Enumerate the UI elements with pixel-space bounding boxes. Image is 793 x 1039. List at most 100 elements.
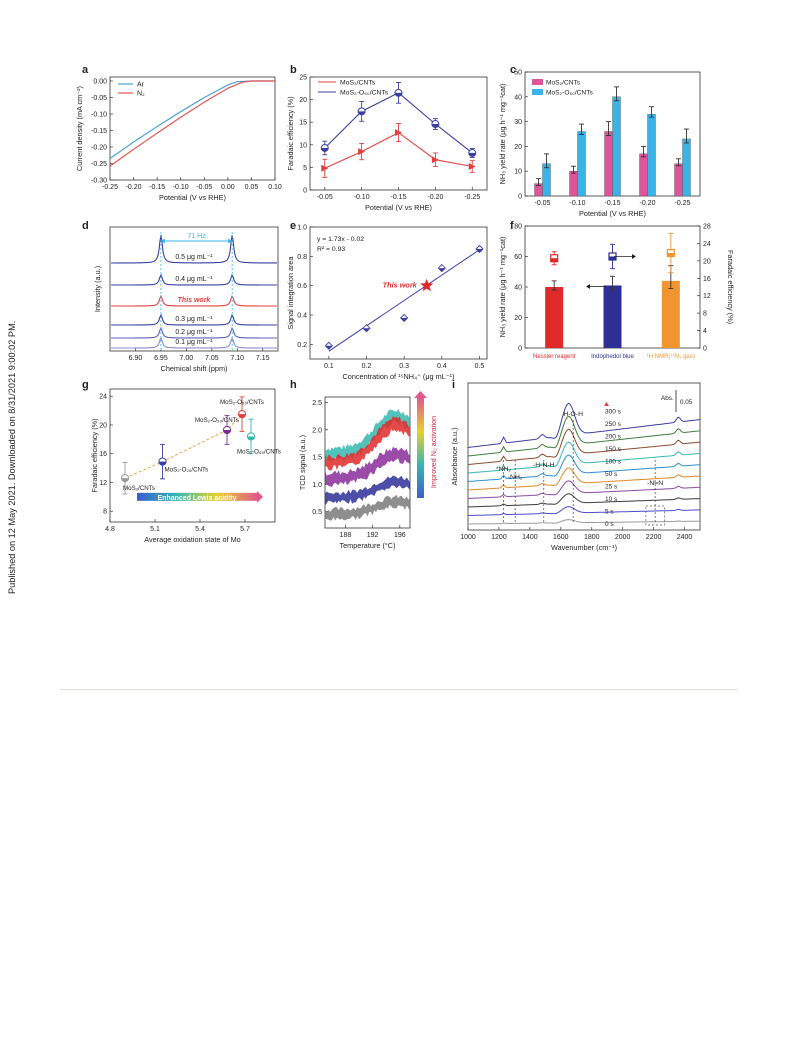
panel-a-x-tick-label: 0.00 xyxy=(221,184,235,191)
panel-e-y-tick-label: 0.6 xyxy=(297,283,307,290)
panel-a-series-1 xyxy=(109,80,275,167)
panel-d-x-tick-label: 7.00 xyxy=(180,355,194,362)
panel-g-point-label: MoS₂-O₆₀/CNTs xyxy=(237,448,281,455)
margin-note-svg: Published on 12 May 2021. Downloaded on … xyxy=(7,321,17,594)
panel-h: 188 192 196 0.5 1.0 1.5 2.0 2.5 Temperature (°C)… xyxy=(298,391,438,550)
panel-f-y-label: NH₃ yield rate (μg h⁻¹ mg⁻¹cat) xyxy=(498,237,507,338)
panel-g-x-tick-label: 5.7 xyxy=(240,526,250,533)
panel-e-x-tick-label: 0.2 xyxy=(362,363,372,370)
panel-g-point-fill xyxy=(158,461,167,466)
panel-letter-c: c xyxy=(510,64,516,76)
panel-i-band-label: -H-N-H xyxy=(533,462,555,469)
panel-a-legend-label: Ar xyxy=(137,82,145,89)
panel-e-x-tick-label: 0.3 xyxy=(399,363,409,370)
panel-f-y2-tick-label: 20 xyxy=(703,258,711,265)
panel-b-point-fill xyxy=(358,111,366,115)
panel-g: 4.8 5.1 5.4 5.7 8 12 16 20 24 Average oxidation s… xyxy=(90,388,281,544)
panel-f-y2-label: Faradaic efficiency (%) xyxy=(726,250,735,324)
panel-b-point-fill xyxy=(468,152,476,157)
panel-g-point-fill xyxy=(121,478,129,482)
panel-a-frame xyxy=(109,76,276,181)
panel-b-x-tick-label: -0.15 xyxy=(391,194,407,201)
panel-h-x-label: Temperature (°C) xyxy=(339,541,395,550)
panel-c: 0 10 20 30 40 50 Potential (V vs RHE) NH₃ yield… xyxy=(498,70,701,218)
panel-b-point xyxy=(321,164,329,172)
panel-d-x-tick-label: 6.95 xyxy=(154,355,168,362)
panel-letter-h: h xyxy=(290,379,297,391)
panel-a-x-tick-label: 0.10 xyxy=(268,184,282,191)
panel-c-legend-label: MoS₂/CNTs xyxy=(546,80,581,87)
panel-d-y-label: Intensity (a.u.) xyxy=(93,266,102,312)
panel-e-y-tick-label: 0.4 xyxy=(297,313,307,320)
panel-c-x-tick-label: -0.20 xyxy=(640,200,656,207)
panel-e-frame xyxy=(309,226,488,360)
panel-i-time-arrow xyxy=(604,402,609,406)
panel-h-x-tick-label: 192 xyxy=(367,532,379,539)
panel-f-left-arrowhead xyxy=(586,283,590,289)
panel-e-x-label: Concentration of ¹⁵NH₄⁺ (μg mL⁻¹) xyxy=(343,372,455,381)
panel-e-point-fill xyxy=(438,268,446,272)
panel-b-x-tick-label: -0.25 xyxy=(464,194,480,201)
panel-i-x-tick-label: 2400 xyxy=(677,534,693,541)
panel-h-trace xyxy=(325,416,410,471)
panel-d-spectrum xyxy=(111,235,277,264)
panel-b-legend-label: MoS₂-O₅₀/CNTs xyxy=(340,90,389,97)
panel-b-y-tick-label: 0 xyxy=(303,188,307,195)
panel-b-y-tick-label: 20 xyxy=(299,97,307,104)
panel-c-bar xyxy=(674,163,683,197)
panel-i-band-label: H-O-H xyxy=(563,411,583,418)
panel-i-x-tick-label: 2000 xyxy=(615,534,631,541)
panel-a-y-tick-label: -0.10 xyxy=(91,112,107,119)
panel-b-point-fill xyxy=(321,147,329,152)
panel-i-frame xyxy=(467,382,701,531)
panel-b-y-tick-label: 25 xyxy=(299,75,307,82)
panel-g-x-label: Average oxidation state of Mo xyxy=(144,535,240,544)
panel-f-fe-point-fill xyxy=(667,253,675,257)
panel-c-y-tick-label: 10 xyxy=(514,169,522,176)
panel-d-spectrum xyxy=(111,313,277,326)
panel-letter-g: g xyxy=(82,379,89,391)
panel-i-spectrum xyxy=(467,467,701,491)
panel-i-x-tick-label: 1400 xyxy=(522,534,538,541)
panel-i-x-label: Wavenumber (cm⁻¹) xyxy=(551,543,617,552)
panel-c-y-tick-label: 30 xyxy=(514,119,522,126)
panel-i-time-label: 200 s xyxy=(605,434,622,441)
panel-b-legend-label: MoS₂/CNTs xyxy=(340,80,376,87)
panel-e-x-tick-label: 0.1 xyxy=(324,363,334,370)
panel-h-trace xyxy=(325,494,410,521)
panel-b-point xyxy=(358,148,366,156)
figure-svg: -0.25 -0.20 -0.15 -0.10 -0.05 0.00 0.05 0.100.0… xyxy=(75,64,735,552)
panel-f-category-label: Nessler reagent xyxy=(533,354,576,360)
panel-e-y-tick-label: 0.8 xyxy=(297,254,307,261)
panel-e-point-fill xyxy=(325,345,333,350)
panel-b-point xyxy=(468,162,476,170)
panel-h-y-label: TCD signal (a.u.) xyxy=(298,435,307,490)
panel-a-legend-label: N₂ xyxy=(137,91,145,98)
panel-f-y2-tick-label: 24 xyxy=(703,241,711,248)
panel-c-x-tick-label: -0.15 xyxy=(605,200,621,207)
panel-i-scale-label-value: 0.05 xyxy=(680,399,693,406)
panel-c-legend-label: MoS₂-O₅₀/CNTs xyxy=(546,90,593,97)
panel-h-trace xyxy=(325,475,410,506)
panel-letter-a: a xyxy=(82,64,89,76)
panel-f-right-arrowhead xyxy=(632,254,636,259)
panel-h-y-tick-label: 2.5 xyxy=(312,400,322,407)
panel-a-y-tick-label: -0.15 xyxy=(91,128,107,135)
panel-i-spectrum xyxy=(468,506,700,516)
panel-a-series-0 xyxy=(109,80,275,160)
panel-c-y-label: NH₃ yield rate (μg h⁻¹ mg⁻¹cat) xyxy=(498,84,507,185)
panel-b-x-label: Potential (V vs RHE) xyxy=(365,203,432,212)
panel-g-point-fill xyxy=(247,436,255,441)
panel-i-x-tick-label: 2200 xyxy=(646,534,662,541)
panel-g-gradient-arrowhead xyxy=(257,490,263,503)
panel-i-time-label: 250 s xyxy=(605,421,622,428)
panel-e: 0.1 0.2 0.3 0.4 0.5 0.2 0.4 0.6 0.8 1.0 Concentrat… xyxy=(286,225,488,381)
panel-d-hz-label: 71 Hz xyxy=(187,233,206,240)
panel-b-point-fill xyxy=(395,92,402,97)
panel-i-x-tick-label: 1200 xyxy=(491,534,507,541)
panel-g-point-label: MoS₂-O₂₅/CNTs xyxy=(165,467,209,474)
panel-i-spectrum xyxy=(467,493,701,508)
panel-i-spectrum xyxy=(467,480,701,499)
panel-a-x-tick-label: -0.25 xyxy=(102,184,118,191)
panel-f-y-tick-label: 0 xyxy=(518,346,522,353)
